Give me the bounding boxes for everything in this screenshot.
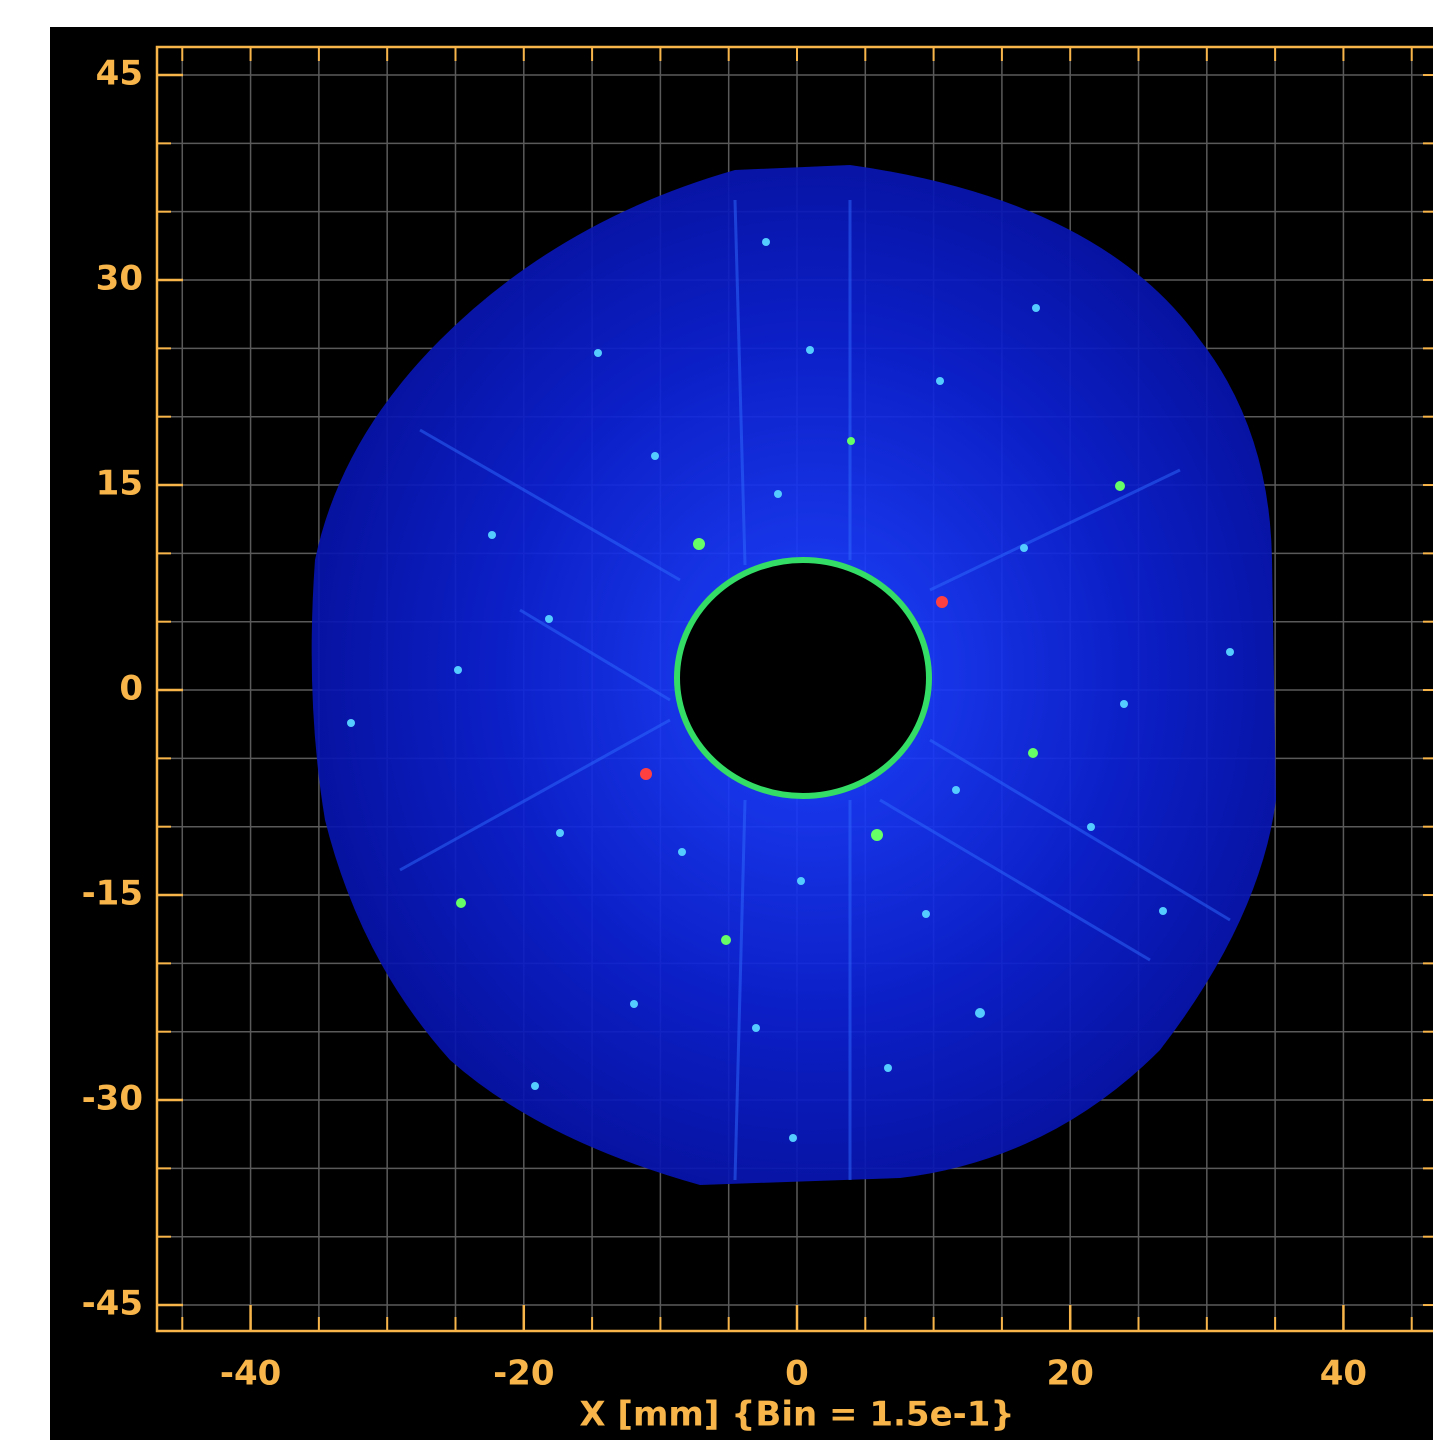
beam-hole <box>677 560 929 796</box>
y-tick-label: -30 <box>82 1079 143 1119</box>
y-tick-label: 0 <box>119 669 143 709</box>
y-tick-label: 30 <box>96 259 143 299</box>
y-tick-label: 45 <box>96 54 143 94</box>
x-tick-label: 20 <box>1047 1354 1094 1394</box>
x-tick-label: -40 <box>220 1354 281 1394</box>
page: {"chart_data": {"type": "image", "xlabel… <box>0 0 1433 1440</box>
x-tick-label: -20 <box>493 1354 554 1394</box>
x-tick-label: 40 <box>1320 1354 1367 1394</box>
chart: -40 -20 0 20 40 -45 -30 -15 0 15 30 45 X [mm] {Bin … <box>0 0 1433 1440</box>
y-tick-label: -45 <box>82 1284 143 1324</box>
x-tick-label: 0 <box>785 1354 809 1394</box>
y-tick-label: 15 <box>96 464 143 504</box>
x-axis-label: X [mm] {Bin = 1.5e-1} <box>579 1395 1014 1435</box>
y-tick-label: -15 <box>82 874 143 914</box>
